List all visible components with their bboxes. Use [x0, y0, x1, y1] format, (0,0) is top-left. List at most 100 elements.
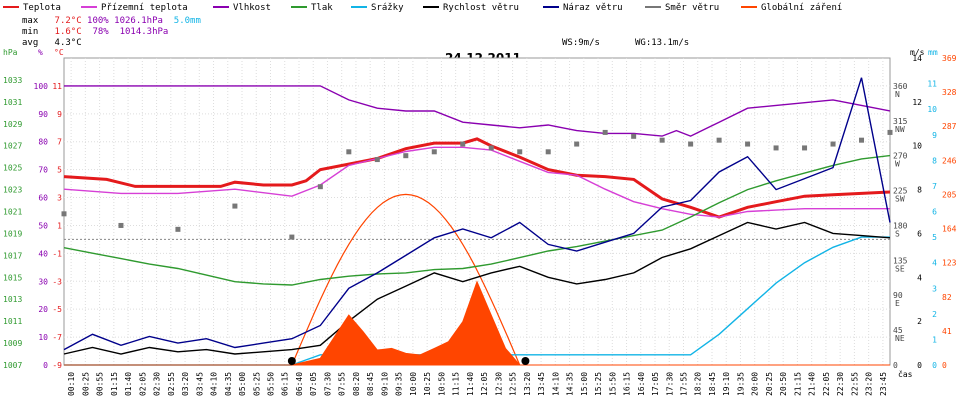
tick-rain: 6	[932, 208, 937, 217]
tick-hpa: 1017	[3, 251, 22, 260]
tick-wind-dir: 45	[893, 326, 903, 335]
tick-x: 00:55	[96, 372, 105, 396]
stats-block: max 7.2°C 100% 1026.1hPa 5.0mm min 1.6°C…	[22, 16, 201, 49]
tick-percent: 0	[43, 361, 48, 370]
wind-dir-point-23	[830, 141, 836, 147]
tick-x: 19:10	[722, 372, 731, 396]
wind-dir-point-10	[460, 141, 466, 147]
tick-wind-speed: 4	[917, 273, 922, 282]
tick-x: 06:40	[295, 372, 304, 396]
tick-x: 20:50	[779, 372, 788, 396]
tick-hpa: 1007	[3, 361, 22, 370]
tick-radiation: 205	[942, 190, 957, 199]
series-p-zemn-teplota	[63, 146, 890, 218]
tick-x: 03:20	[181, 372, 190, 396]
axis-unit-hpa: hPa	[3, 48, 18, 57]
tick-wind-speed: 8	[917, 186, 922, 195]
wind-dir-point-25	[887, 129, 893, 135]
tick-rain: 8	[932, 156, 937, 165]
tick-radiation: 369	[942, 54, 957, 63]
tick-hpa: 1029	[3, 120, 22, 129]
stats-avg-row: avg 4.3°C	[22, 38, 201, 49]
tick-celsius: -5	[52, 305, 62, 314]
stats-min-row: min 1.6°C 78% 1014.3hPa	[22, 27, 201, 38]
tick-rain: 11	[927, 80, 937, 89]
tick-celsius: -3	[52, 277, 62, 286]
legend: Teplota Přízemní teplota Vlhkost Tlak Srážky…	[0, 0, 966, 14]
tick-x: 17:55	[680, 372, 689, 396]
tick-x: 08:45	[366, 372, 375, 396]
legend-label-1: Přízemní teplota	[101, 3, 188, 13]
tick-wind-dir: 90	[893, 291, 903, 300]
tick-x: 18:45	[708, 372, 717, 396]
tick-x: 12:30	[494, 372, 503, 396]
stats-max-rain: 5.0mm	[173, 16, 201, 26]
tick-x: 20:25	[765, 372, 774, 396]
tick-rain: 5	[932, 233, 937, 242]
tick-x: 10:00	[409, 372, 418, 396]
axis-unit-celsius: °C	[54, 48, 64, 57]
tick-wind-dir: 135	[893, 256, 908, 265]
tick-rain: 4	[932, 259, 937, 268]
axis-unit-ms: m/s	[910, 48, 925, 57]
tick-x: 00:10	[67, 372, 76, 396]
tick-hpa: 1033	[3, 76, 22, 85]
tick-wind-speed: 10	[912, 142, 922, 151]
tick-percent: 50	[38, 221, 48, 230]
tick-hpa: 1025	[3, 164, 22, 173]
tick-hpa: 1009	[3, 339, 22, 348]
tick-wind-dir: 0	[893, 361, 898, 370]
tick-rain: 10	[927, 105, 937, 114]
tick-celsius: 9	[57, 110, 62, 119]
tick-x: 10:50	[437, 372, 446, 396]
info-sun-set: Západ:16:12	[635, 71, 695, 81]
tick-x: 08:20	[352, 372, 361, 396]
tick-x: 02:05	[138, 372, 147, 396]
tick-x: 02:30	[153, 372, 162, 396]
tick-percent: 20	[38, 305, 48, 314]
wind-dir-point-8	[403, 153, 409, 159]
tick-percent: 60	[38, 194, 48, 203]
wind-dir-point-24	[859, 137, 865, 143]
tick-x: 13:20	[523, 372, 532, 396]
tick-x: 23:45	[879, 372, 888, 396]
legend-svg: Teplota Přízemní teplota Vlhkost Tlak Srážky…	[3, 3, 842, 13]
wind-dir-point-6	[346, 149, 352, 155]
wind-dir-point-5	[317, 184, 323, 190]
series-n-raz-v-tru	[63, 77, 891, 351]
tick-x: 14:35	[566, 372, 575, 396]
info-sun-row: Slunce Východ:08:00 Západ:16:12	[522, 71, 695, 82]
series-teplota	[63, 137, 891, 219]
tick-x: 22:05	[822, 372, 831, 396]
tick-x: 00:25	[81, 372, 90, 396]
tick-radiation: 82	[942, 293, 952, 302]
tick-radiation: 41	[942, 327, 952, 336]
tick-x: 01:40	[124, 372, 133, 396]
stats-min-hum: 78%	[92, 27, 109, 37]
tick-x: 21:15	[793, 372, 802, 396]
tick-x: 23:20	[865, 372, 874, 396]
tick-percent: 80	[38, 138, 48, 147]
tick-celsius: 7	[57, 138, 62, 147]
series-sr-ky	[64, 236, 890, 366]
tick-x: 07:05	[309, 372, 318, 396]
wind-dir-point-21	[773, 145, 779, 151]
tick-x: 05:00	[238, 372, 247, 396]
wind-dir-point-11	[488, 145, 494, 151]
tick-x: 21:40	[808, 372, 817, 396]
stats-min-temp: 1.6°C	[54, 27, 82, 37]
series-tlak	[63, 154, 891, 286]
tick-wind-speed: 6	[917, 229, 922, 238]
tick-radiation: 246	[942, 156, 957, 165]
stats-max-press: 1026.1hPa	[114, 16, 163, 26]
tick-hpa: 1027	[3, 142, 22, 151]
tick-wind-dir-label: W	[895, 160, 900, 169]
wind-dir-point-17	[659, 137, 665, 143]
tick-x: 02:55	[167, 372, 176, 396]
legend-label-8: Globální záření	[761, 3, 842, 13]
legend-label-2: Vlhkost	[233, 3, 271, 13]
plot-frame	[63, 57, 891, 366]
tick-x: 12:05	[480, 372, 489, 396]
tick-wind-speed: 0	[917, 361, 922, 370]
